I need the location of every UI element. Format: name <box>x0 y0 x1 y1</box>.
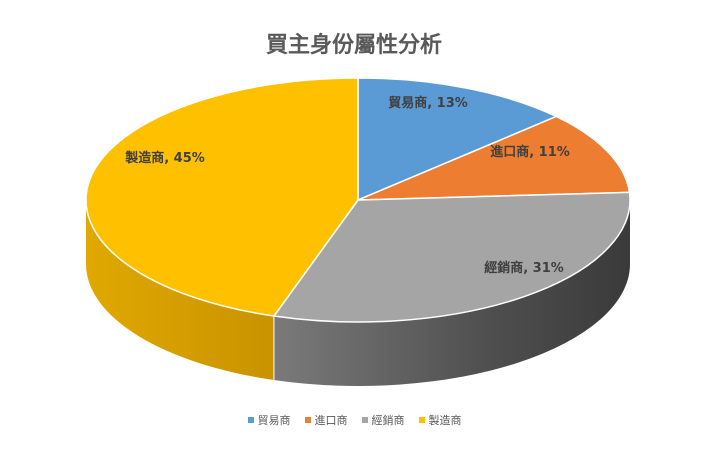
data-label-2: 經銷商, 31% <box>484 260 564 276</box>
data-label-3: 製造商, 45% <box>124 150 205 166</box>
legend-label: 經銷商 <box>371 414 405 427</box>
slice-1 <box>357 115 631 201</box>
slice-3 <box>85 77 359 317</box>
legend-item-2: 經銷商 <box>361 412 405 428</box>
slice-0 <box>357 77 559 202</box>
legend-label: 進口商 <box>314 414 348 427</box>
legend-swatch <box>304 417 311 423</box>
data-label-0: 貿易商, 13% <box>388 95 468 111</box>
slice-2 <box>272 191 631 323</box>
legend-label: 貿易商 <box>257 414 291 427</box>
legend-item-3: 製造商 <box>418 412 462 428</box>
legend-item-1: 進口商 <box>304 412 348 428</box>
data-label-1: 進口商, 11% <box>490 144 570 160</box>
legend-swatch <box>418 417 425 423</box>
legend-item-0: 貿易商 <box>247 412 291 428</box>
legend-swatch <box>247 417 254 423</box>
chart-title: 買主身份屬性分析 <box>266 32 442 58</box>
legend-label: 製造商 <box>428 414 462 427</box>
legend-swatch <box>361 417 368 423</box>
chart-legend: 貿易商 進口商 經銷商 製造商 <box>0 412 709 428</box>
slice-side-2 <box>273 200 630 386</box>
slice-side-3 <box>86 200 274 381</box>
